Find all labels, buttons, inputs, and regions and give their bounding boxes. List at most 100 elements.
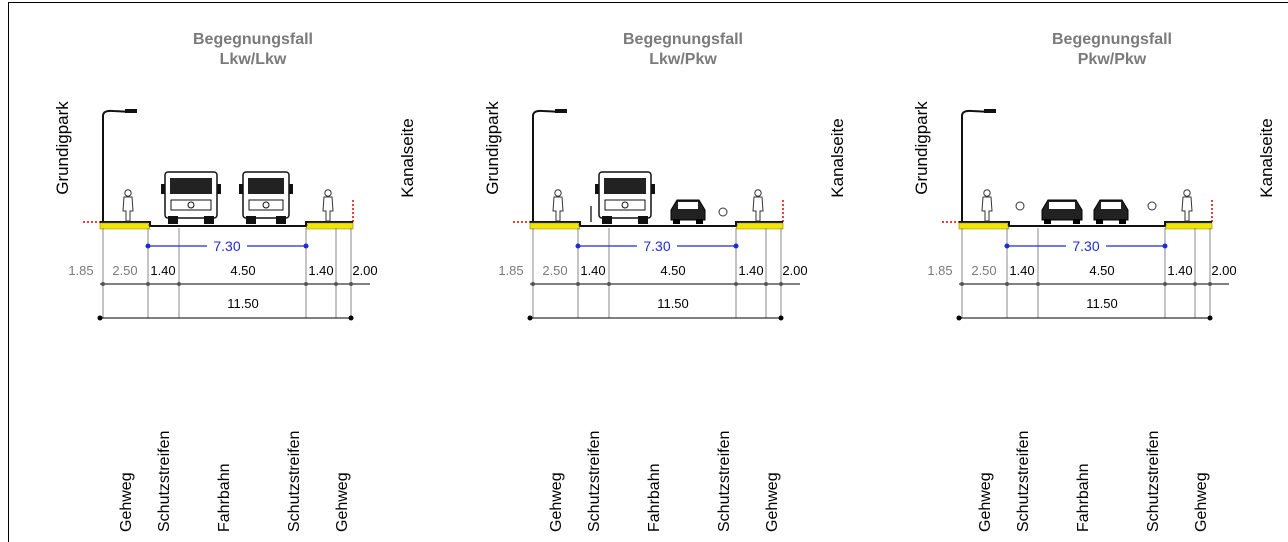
carriageway-dimension-tick-left	[575, 243, 581, 249]
drawing-frame	[8, 2, 1288, 542]
widths-dimension-tick	[1208, 282, 1212, 286]
vehicle-truck-right-logo	[262, 201, 270, 209]
widths-dimension-tick	[734, 282, 738, 286]
width-label: 4.50	[1089, 263, 1114, 278]
carriageway-dimension-tick-right	[733, 243, 739, 249]
vehicle-car-right-wheel-left	[673, 219, 680, 224]
cyclist-left	[1015, 201, 1025, 211]
vehicle-truck-right-wheel-left	[246, 216, 256, 224]
pedestrian-right-head	[1183, 189, 1191, 197]
section-3: Begegnungsfall Pkw/Pkw Grundigpark Kanalsei…	[912, 31, 1276, 532]
zone-label: Fahrbahn	[216, 464, 233, 533]
carriageway-dimension-tick-left	[1004, 243, 1010, 249]
total-width-label: 11.50	[1086, 296, 1118, 311]
street-lamp-head	[555, 109, 567, 113]
section-title: Begegnungsfall	[1052, 31, 1172, 48]
widths-dimension-tick	[177, 282, 181, 286]
width-label: 1.40	[580, 263, 605, 278]
carriageway-label-bg	[1066, 238, 1106, 254]
zone-label: Schutzstreifen	[1015, 431, 1032, 532]
widths-dimension-tick	[334, 282, 338, 286]
width-label: 2.50	[112, 263, 137, 278]
pedestrian-right-body	[752, 196, 764, 222]
width-label: 1.40	[308, 263, 333, 278]
width-label: 2.50	[542, 263, 567, 278]
vehicle-truck-left-wheel-right	[204, 216, 214, 224]
carriageway-label-bg	[637, 238, 677, 254]
pedestrian-right	[322, 189, 334, 222]
pedestrian-right-head	[324, 189, 332, 197]
pedestrian-left	[552, 189, 564, 222]
cyclist-right	[1147, 201, 1157, 211]
total-dimension-tick-left	[527, 315, 533, 321]
zone-label: Gehweg	[977, 472, 994, 532]
section-subtitle: Lkw/Lkw	[220, 51, 287, 68]
widths-dimension-tick	[779, 282, 783, 286]
right-side-label: Kanalseite	[1257, 118, 1276, 197]
vehicle-car-right	[670, 199, 706, 224]
offset-label: 1.85	[68, 263, 93, 278]
zone-label: Fahrbahn	[1075, 464, 1092, 533]
vehicle-truck-left-logo	[621, 201, 629, 209]
pedestrian-left-body	[122, 196, 134, 222]
pedestrian-right-head	[754, 189, 762, 197]
widths-dimension-tick	[764, 282, 768, 286]
total-dimension-tick-left	[97, 315, 103, 321]
width-label: 4.50	[660, 263, 685, 278]
road-surface	[100, 221, 353, 227]
vehicle-truck-right	[239, 171, 293, 224]
section-title: Begegnungsfall	[623, 31, 743, 48]
pedestrian-left-head	[983, 189, 991, 197]
section-1: Begegnungsfall Lkw/Lkw Grundigpark Kanalsei…	[53, 31, 417, 532]
carriageway-width-label: 7.30	[643, 238, 670, 254]
zone-label: Schutzstreifen	[586, 431, 603, 532]
total-dimension-tick-right	[348, 315, 354, 321]
width-label: 2.50	[971, 263, 996, 278]
cyclist-right	[718, 207, 728, 217]
road-surface	[530, 221, 783, 227]
width-label: 2.00	[1211, 263, 1236, 278]
left-sidewalk	[529, 222, 581, 230]
zone-label: Gehweg	[118, 472, 135, 532]
zone-label: Schutzstreifen	[716, 431, 733, 532]
total-width-label: 11.50	[657, 296, 689, 311]
zone-label: Gehweg	[334, 472, 351, 532]
vehicle-car-right-wheel-right	[696, 219, 703, 224]
zone-label: Schutzstreifen	[1145, 431, 1162, 532]
total-width-label: 11.50	[227, 296, 259, 311]
total-dimension-tick-right	[778, 315, 784, 321]
vehicle-truck-right-windshield	[248, 178, 284, 194]
road-surface	[959, 221, 1212, 227]
widths-dimension-tick	[607, 282, 611, 286]
offset-label: 1.85	[927, 263, 952, 278]
section-subtitle: Pkw/Pkw	[1078, 51, 1147, 68]
vehicle-car-right	[1093, 199, 1129, 224]
vehicle-truck-right-mirror-left	[239, 184, 243, 194]
vehicle-car-left-wheel-right	[1073, 219, 1080, 224]
vehicle-car-right-wheel-left	[1096, 219, 1103, 224]
width-label: 2.00	[782, 263, 807, 278]
vehicle-car-left	[1041, 199, 1083, 224]
widths-dimension-tick	[101, 282, 105, 286]
zone-label: Schutzstreifen	[286, 431, 303, 532]
street-lamp-head	[984, 109, 996, 113]
vehicle-car-right-wheel-right	[1119, 219, 1126, 224]
street-lamp	[102, 109, 134, 222]
left-side-label: Grundigpark	[53, 101, 72, 195]
zone-label: Gehweg	[1193, 472, 1210, 532]
widths-dimension-tick	[1036, 282, 1040, 286]
right-sidewalk	[735, 222, 784, 230]
section-title: Begegnungsfall	[193, 31, 313, 48]
vehicle-truck-right-mirror-right	[289, 184, 293, 194]
vehicle-truck-left-windshield	[604, 178, 646, 194]
left-sidewalk	[99, 222, 151, 230]
pedestrian-right-body	[1181, 196, 1193, 222]
vehicle-truck-left-windshield	[170, 178, 212, 194]
widths-dimension-tick	[1163, 282, 1167, 286]
widths-dimension-tick	[960, 282, 964, 286]
widths-dimension-tick	[349, 282, 353, 286]
vehicle-truck-left-mirror-right	[217, 184, 221, 194]
vehicle-truck-left-wheel-left	[602, 216, 612, 224]
width-label: 2.00	[352, 263, 377, 278]
